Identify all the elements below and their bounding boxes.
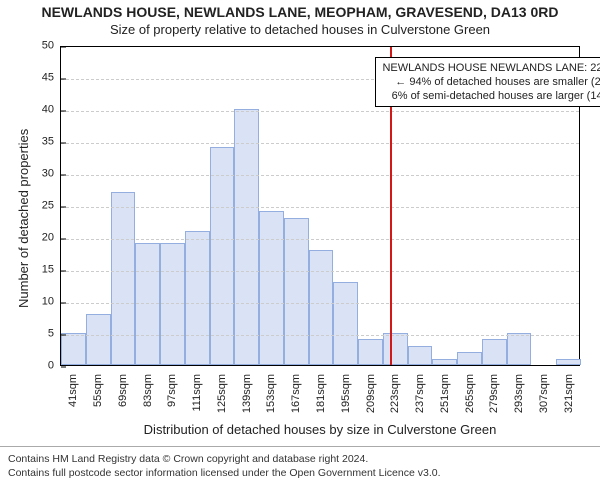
y-tick-label: 25 <box>42 201 60 212</box>
y-tick-label: 45 <box>42 73 60 84</box>
annotation-line-3: 6% of semi-detached houses are larger (1… <box>382 89 600 103</box>
x-tick-label: 307sqm <box>539 335 550 374</box>
y-tick-label: 40 <box>42 105 60 116</box>
y-tick-label: 5 <box>48 329 60 340</box>
y-axis-label: Number of detached properties <box>16 129 31 308</box>
x-tick-label: 321sqm <box>564 335 575 374</box>
x-axis-label: Distribution of detached houses by size … <box>60 422 580 437</box>
x-tick-label: 83sqm <box>143 341 154 374</box>
x-tick-label: 111sqm <box>192 336 203 374</box>
x-tick-label: 69sqm <box>118 341 129 374</box>
y-tick-label: 10 <box>42 297 60 308</box>
x-tick-label: 181sqm <box>316 335 327 374</box>
y-tick-label: 20 <box>42 233 60 244</box>
y-tick-label: 15 <box>42 265 60 276</box>
x-tick-label: 237sqm <box>415 335 426 374</box>
x-tick-label: 209sqm <box>366 335 377 374</box>
x-tick-label: 223sqm <box>390 335 401 374</box>
x-tick-label: 41sqm <box>68 341 79 374</box>
chart-subtitle: Size of property relative to detached ho… <box>0 22 600 37</box>
y-tick-label: 35 <box>42 137 60 148</box>
x-tick-label: 125sqm <box>217 335 228 374</box>
footer-divider <box>0 446 600 447</box>
x-tick-label: 279sqm <box>489 335 500 374</box>
x-tick-label: 167sqm <box>291 335 302 374</box>
y-tick-label: 30 <box>42 169 60 180</box>
plot-area: NEWLANDS HOUSE NEWLANDS LANE: 227sqm ← 9… <box>60 46 580 366</box>
annotation-line-1: NEWLANDS HOUSE NEWLANDS LANE: 227sqm <box>382 61 600 75</box>
footer-line-1: Contains HM Land Registry data © Crown c… <box>8 452 441 466</box>
bar <box>210 147 235 365</box>
x-tick-label: 153sqm <box>266 335 277 374</box>
x-tick-label: 139sqm <box>242 335 253 374</box>
x-tick-label: 97sqm <box>167 341 178 374</box>
bar <box>234 109 259 365</box>
plot-frame: NEWLANDS HOUSE NEWLANDS LANE: 227sqm ← 9… <box>60 46 580 366</box>
x-tick-label: 55sqm <box>93 341 104 374</box>
attribution-footer: Contains HM Land Registry data © Crown c… <box>8 452 441 480</box>
x-tick-label: 265sqm <box>465 335 476 374</box>
annotation-box: NEWLANDS HOUSE NEWLANDS LANE: 227sqm ← 9… <box>375 57 600 108</box>
x-tick-label: 251sqm <box>440 335 451 374</box>
footer-line-2: Contains full postcode sector informatio… <box>8 466 441 480</box>
chart-title: NEWLANDS HOUSE, NEWLANDS LANE, MEOPHAM, … <box>0 4 600 20</box>
x-tick-label: 293sqm <box>514 335 525 374</box>
annotation-line-2: ← 94% of detached houses are smaller (23… <box>382 75 600 89</box>
y-tick-label: 0 <box>48 361 60 372</box>
y-tick-label: 50 <box>42 41 60 52</box>
bar <box>111 192 136 365</box>
x-tick-label: 195sqm <box>341 335 352 374</box>
